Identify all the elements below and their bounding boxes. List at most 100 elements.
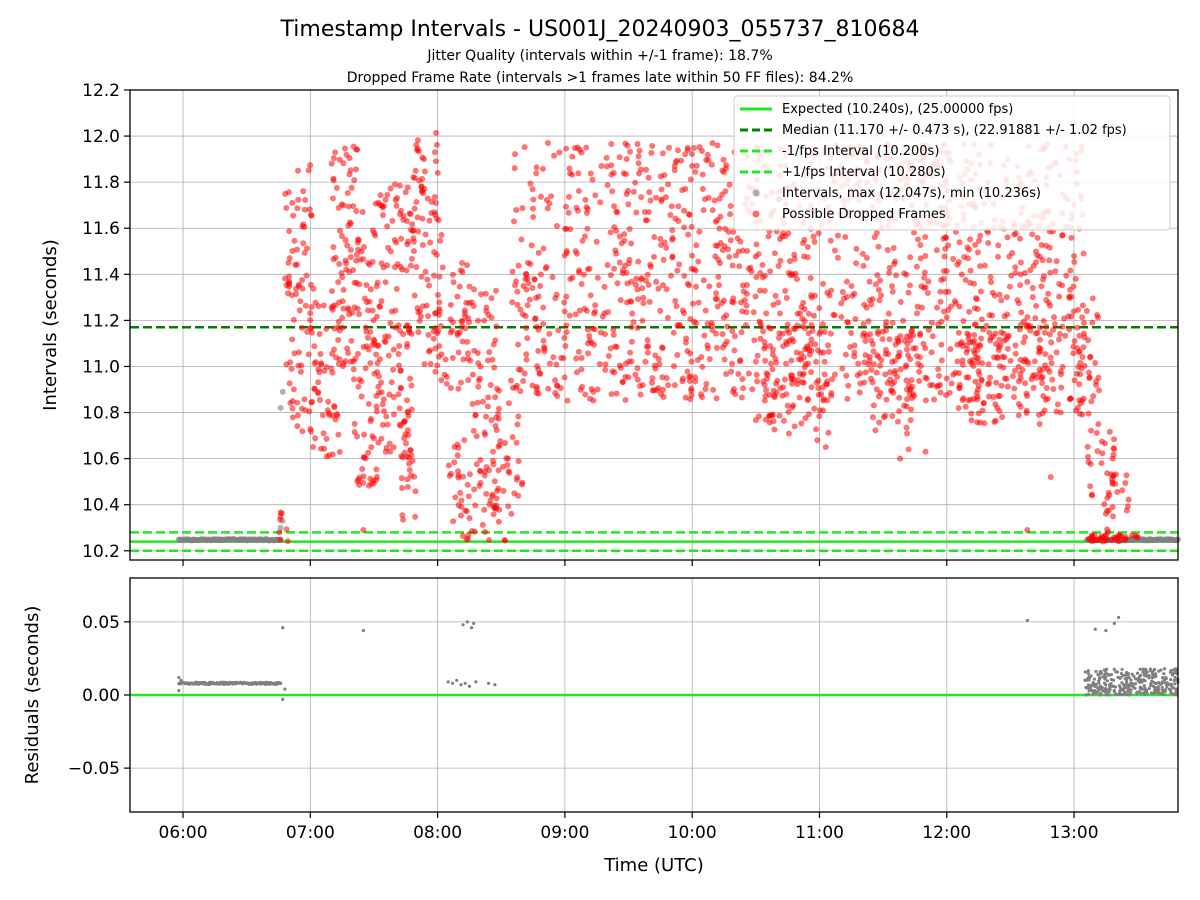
dropped-frame-point (814, 437, 821, 444)
dropped-frame-point (294, 423, 301, 430)
dropped-frame-point (447, 385, 454, 392)
dropped-frame-point (883, 318, 890, 325)
dropped-frame-point (378, 435, 385, 442)
residual-point (1135, 671, 1140, 675)
dropped-frame-point (821, 328, 828, 335)
dropped-frame-point (434, 362, 441, 369)
dropped-frame-point (1017, 375, 1024, 382)
dropped-frame-point (917, 363, 924, 370)
dropped-frame-point (552, 377, 559, 384)
dropped-frame-point (323, 325, 330, 332)
dropped-frame-point (500, 463, 507, 470)
dropped-frame-point (471, 286, 478, 293)
dropped-frame-point (935, 366, 942, 373)
dropped-frame-point (646, 298, 653, 305)
dropped-frame-point (820, 280, 827, 287)
dropped-frame-point (968, 417, 975, 424)
dropped-frame-point (627, 349, 634, 356)
dropped-frame-point (1043, 242, 1050, 249)
dropped-frame-point (1110, 445, 1117, 452)
dropped-frame-point (457, 489, 464, 496)
dropped-frame-point (354, 350, 361, 357)
dropped-frame-point (443, 380, 450, 387)
dropped-frame-point (869, 414, 876, 421)
residual-point (1174, 691, 1178, 696)
dropped-frame-point (792, 325, 799, 332)
dropped-frame-point (681, 207, 688, 214)
dropped-frame-point (618, 240, 625, 247)
dropped-frame-point (913, 263, 920, 270)
residual-point (179, 678, 183, 682)
dropped-frame-point (644, 337, 651, 344)
dropped-frame-point (290, 316, 297, 323)
dropped-frame-point (721, 297, 728, 304)
dropped-frame-point (992, 401, 999, 408)
dropped-frame-point (396, 362, 403, 369)
dropped-frame-point (701, 196, 708, 203)
residual-point (474, 680, 478, 684)
dropped-frame-point (638, 194, 645, 201)
dropped-frame-point (369, 433, 376, 440)
dropped-frame-point (690, 145, 697, 152)
dropped-frame-point (901, 337, 908, 344)
bottom-x-tick-label: 09:00 (540, 823, 589, 843)
dropped-frame-point (614, 280, 621, 287)
residual-point (177, 675, 181, 680)
dropped-frame-point (1122, 534, 1129, 541)
dropped-frame-point (338, 233, 345, 240)
dropped-frame-point (908, 377, 915, 384)
dropped-frame-point (315, 379, 322, 386)
dropped-frame-point (779, 330, 786, 337)
dropped-frame-point (800, 253, 807, 260)
dropped-frame-point (437, 237, 444, 244)
dropped-frame-point (896, 394, 903, 401)
residual-point (1163, 667, 1167, 671)
dropped-frame-point (711, 197, 718, 204)
dropped-frame-point (740, 288, 747, 295)
bottom-xlabel: Time (UTC) (603, 855, 704, 876)
dropped-frame-point (704, 151, 711, 158)
dropped-frame-point (563, 322, 570, 329)
dropped-frame-point (798, 420, 805, 427)
dropped-frame-point (756, 318, 763, 325)
dropped-frame-point (974, 419, 981, 426)
bottom-x-tick-label: 13:00 (1050, 823, 1099, 843)
dropped-frame-point (873, 386, 880, 393)
residual-point (1095, 691, 1099, 695)
dropped-frame-point (493, 505, 500, 512)
dropped-frame-point (895, 353, 902, 360)
dropped-frame-point (1020, 318, 1027, 325)
residual-point (1124, 673, 1128, 677)
dropped-frame-point (675, 147, 682, 154)
dropped-frame-point (739, 308, 746, 315)
dropped-frame-point (811, 405, 818, 412)
dropped-frame-point (1047, 269, 1054, 276)
dropped-frame-point (447, 316, 454, 323)
dropped-frame-point (607, 272, 614, 279)
dropped-frame-point (550, 354, 557, 361)
dropped-frame-point (702, 307, 709, 314)
dropped-frame-point (400, 216, 407, 223)
dropped-frame-point (575, 188, 582, 195)
dropped-frame-point (714, 142, 721, 149)
dropped-frame-point (1050, 326, 1057, 333)
dropped-frame-point (340, 305, 347, 312)
dropped-frame-point (632, 371, 639, 378)
dropped-frame-point (937, 298, 944, 305)
dropped-frame-point (1031, 358, 1038, 365)
residual-point (1119, 687, 1123, 691)
dropped-frame-point (802, 361, 809, 368)
dropped-frame-point (889, 319, 896, 326)
dropped-frame-point (285, 290, 292, 297)
dropped-frame-point (971, 331, 978, 338)
dropped-frame-point (1007, 357, 1014, 364)
dropped-frame-point (344, 189, 351, 196)
dropped-frame-point (330, 244, 337, 251)
dropped-frame-point (625, 201, 632, 208)
dropped-frame-point (403, 453, 410, 460)
dropped-frame-point (521, 144, 528, 151)
dropped-frame-point (592, 302, 599, 309)
dropped-frame-point (512, 151, 519, 158)
dropped-frame-point (938, 318, 945, 325)
dropped-frame-point (1038, 283, 1045, 290)
